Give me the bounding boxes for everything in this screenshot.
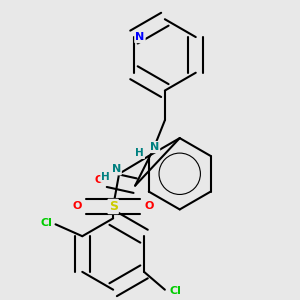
Text: O: O [95, 175, 104, 185]
Text: Cl: Cl [169, 286, 181, 296]
Text: N: N [112, 164, 121, 174]
Text: S: S [109, 200, 118, 213]
Text: Cl: Cl [41, 218, 52, 228]
Text: N: N [150, 142, 159, 152]
Text: H: H [135, 148, 144, 158]
Text: H: H [101, 172, 110, 182]
Text: N: N [135, 32, 145, 42]
Text: O: O [73, 202, 82, 212]
Text: O: O [144, 202, 154, 212]
